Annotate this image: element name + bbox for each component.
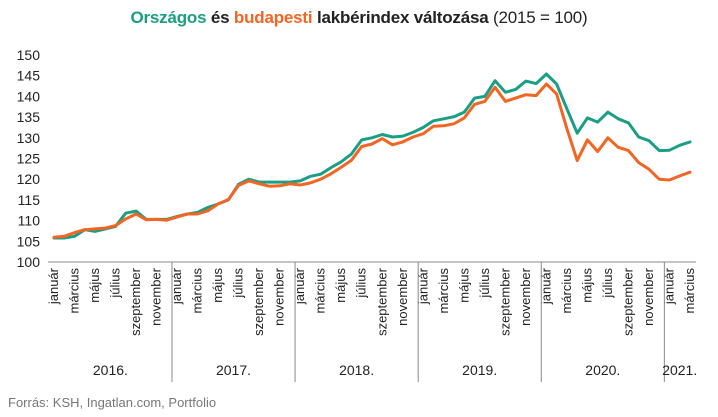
year-label: 2019.	[462, 362, 497, 378]
x-tick-label: március	[682, 268, 697, 314]
x-tick-label: szeptember	[497, 267, 512, 336]
x-tick-label: március	[190, 268, 205, 314]
x-tick-label: május	[333, 268, 348, 303]
y-tick-label: 115	[18, 192, 41, 208]
x-tick-label: január	[169, 267, 184, 305]
y-tick-label: 145	[17, 68, 41, 84]
x-tick-label: november	[395, 267, 410, 325]
x-tick-label: március	[436, 268, 451, 314]
y-tick-label: 130	[17, 130, 41, 146]
title-orszagos: Országos	[130, 8, 207, 27]
year-label: 2017.	[216, 362, 251, 378]
x-tick-label: május	[210, 268, 225, 303]
chart-title: Országos és budapesti lakbérindex változ…	[0, 8, 718, 28]
x-tick-label: július	[108, 268, 123, 299]
year-label: 2018.	[339, 362, 374, 378]
x-tick-label: március	[67, 268, 82, 314]
x-tick-label: július	[231, 268, 246, 299]
title-es: és	[206, 8, 234, 27]
year-label: 2021.	[662, 362, 697, 378]
x-tick-label: január	[415, 267, 430, 305]
source-note: Forrás: KSH, Ingatlan.com, Portfolio	[8, 395, 217, 410]
x-tick-label: július	[600, 268, 615, 299]
x-tick-label: január	[661, 267, 676, 305]
x-tick-label: március	[559, 268, 574, 314]
y-tick-label: 140	[17, 88, 41, 104]
y-tick-label: 135	[17, 109, 41, 125]
x-tick-label: november	[518, 267, 533, 325]
x-tick-label: január	[46, 267, 61, 305]
x-tick-label: november	[149, 267, 164, 325]
title-budapesti: budapesti	[233, 8, 313, 27]
x-tick-label: január	[538, 267, 553, 305]
title-main: lakbérindex változása	[312, 8, 489, 27]
y-tick-label: 100	[17, 254, 41, 270]
series-line-orszagos	[52, 72, 692, 240]
y-tick-label: 125	[17, 151, 41, 167]
year-label: 2016.	[93, 362, 128, 378]
title-base: (2015 = 100)	[488, 8, 588, 27]
series-line-budapesti	[52, 82, 692, 239]
y-tick-label: 120	[17, 171, 41, 187]
x-tick-label: január	[292, 267, 307, 305]
x-tick-label: május	[579, 268, 594, 303]
x-tick-label: május	[456, 268, 471, 303]
x-tick-label: március	[313, 268, 328, 314]
x-tick-label: november	[641, 267, 656, 325]
y-tick-label: 110	[18, 213, 41, 229]
x-tick-label: július	[477, 268, 492, 299]
y-tick-label: 150	[17, 47, 41, 63]
y-tick-label: 105	[17, 233, 41, 249]
x-tick-label: szeptember	[128, 267, 143, 336]
x-tick-label: július	[354, 268, 369, 299]
year-label: 2020.	[585, 362, 620, 378]
x-tick-label: szeptember	[374, 267, 389, 336]
x-tick-label: november	[272, 267, 287, 325]
x-tick-label: szeptember	[251, 267, 266, 336]
x-tick-label: május	[87, 268, 102, 303]
x-tick-label: szeptember	[620, 267, 635, 336]
